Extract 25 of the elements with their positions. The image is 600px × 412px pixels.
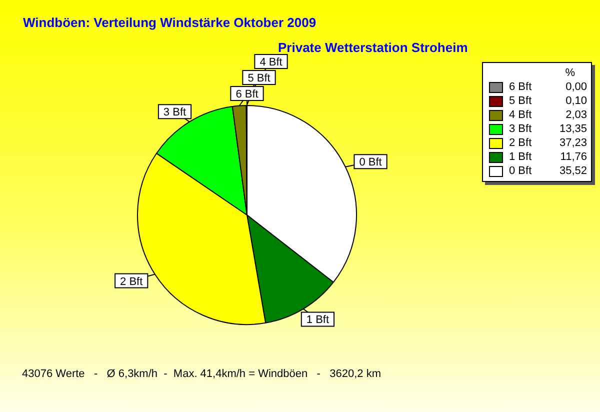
text: 0,00 bbox=[566, 81, 587, 93]
legend-label: 5 Bft bbox=[509, 95, 533, 107]
data-label: 35,52 bbox=[558, 165, 587, 177]
slice-label: 1 Bft bbox=[306, 314, 330, 326]
chart-title: Windböen: Verteilung Windstärke Oktober 2009 bbox=[23, 15, 316, 30]
legend-label: 4 Bft bbox=[509, 109, 533, 121]
data-label: 13,35 bbox=[558, 123, 587, 135]
slice-label: 0 Bft bbox=[359, 156, 382, 169]
legend-title: % bbox=[564, 67, 576, 79]
data-label: 0,10 bbox=[564, 95, 587, 107]
slice-label: 4 Bft bbox=[260, 56, 282, 69]
legend-label: 6 Bft bbox=[509, 81, 533, 93]
text: 43076 Werte - Ø 6,3km/h - Max. 41,4km/h = Windböen - 3620,2 km bbox=[22, 368, 381, 380]
data-label: 2,03 bbox=[564, 109, 587, 121]
category-label: 6 Bft bbox=[236, 88, 258, 101]
slice-label: 2 Bft bbox=[120, 276, 143, 288]
legend-label: 2 Bft bbox=[509, 137, 533, 149]
slice-label: 3 Bft bbox=[163, 106, 186, 119]
chart-subtitle: Private Wetterstation Stroheim bbox=[278, 40, 468, 55]
data-label: 11,76 bbox=[559, 151, 587, 163]
legend-label: 1 Bft bbox=[509, 151, 533, 163]
legend-label: 0 Bft bbox=[509, 165, 533, 177]
data-label: 37,23 bbox=[558, 137, 587, 149]
slice-label: 5 Bft bbox=[248, 72, 270, 85]
legend-label: 3 Bft bbox=[509, 123, 533, 135]
